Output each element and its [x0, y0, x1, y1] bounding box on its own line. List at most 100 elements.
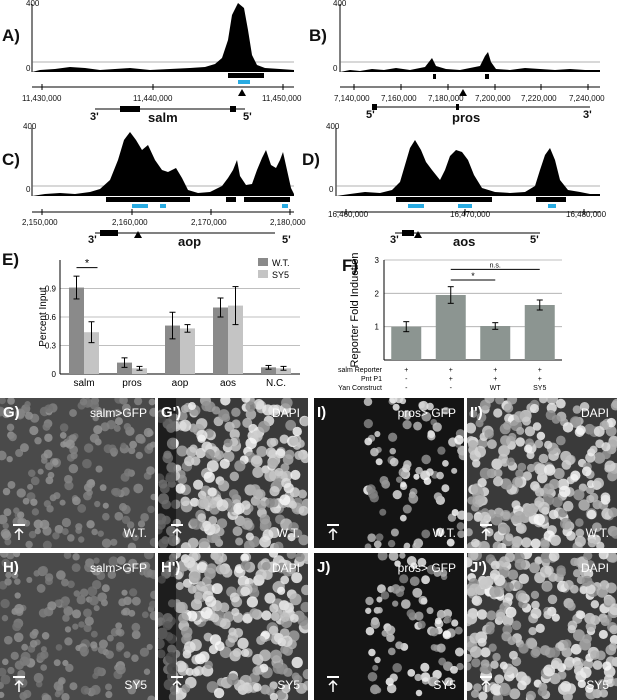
- f-bar: [435, 295, 466, 360]
- e-legend-label: W.T.: [272, 258, 290, 268]
- scale-arrow-icon: [13, 676, 25, 692]
- micrograph-caption: salm>GFP: [89, 561, 147, 575]
- e-bar: [261, 367, 276, 374]
- scale-arrow-icon: [13, 524, 25, 540]
- f-row-cell: -: [405, 376, 408, 383]
- d-right-prime: 5': [530, 234, 539, 246]
- e-ytick-label: 0.3: [45, 342, 57, 351]
- f-sig-ns: n.s.: [490, 262, 501, 269]
- c-right-prime: 5': [282, 234, 291, 246]
- chip-track-c: [31, 128, 294, 238]
- b-tick-1: 7,140,000: [334, 94, 370, 103]
- chip-track-d: [335, 128, 600, 238]
- scale-arrow-icon: [480, 676, 492, 692]
- f-bar: [524, 305, 555, 360]
- micrograph-i2: DAPI W.T.: [467, 398, 617, 548]
- f-ytick-label: 2: [375, 289, 380, 298]
- panel-label-b: B): [309, 26, 327, 45]
- e-bar: [228, 305, 243, 374]
- f-row-cell: +: [493, 376, 497, 383]
- e-category-label: pros: [122, 378, 141, 389]
- micrograph-panel-label: G): [3, 404, 20, 421]
- b-right-prime: 3': [583, 109, 592, 121]
- f-row-cell: +: [493, 367, 497, 374]
- micrograph-texture: [314, 553, 464, 700]
- scale-arrow-icon: [327, 676, 339, 692]
- b-left-prime: 5': [366, 109, 375, 121]
- a-ymax: 400: [26, 0, 40, 8]
- micrograph-texture: [467, 553, 617, 700]
- micrograph-g: salm>GFP W.T.: [0, 398, 155, 548]
- f-row-cell: WT: [490, 385, 502, 392]
- micrograph-caption: DAPI: [271, 561, 300, 575]
- f-row-cell: +: [449, 376, 453, 383]
- panel-label-f: F): [342, 256, 359, 275]
- f-ytick-label: 1: [375, 323, 380, 332]
- micrograph-genotype: SY5: [586, 678, 609, 692]
- b-tick-2: 7,160,000: [381, 94, 417, 103]
- panel-label-e: E): [2, 250, 19, 269]
- scale-arrow-icon: [327, 524, 339, 540]
- e-bar: [117, 362, 132, 374]
- c-gene-name: aop: [178, 234, 202, 249]
- e-category-label: aop: [172, 378, 189, 389]
- micrograph-j2: DAPI SY5: [467, 553, 617, 700]
- micrograph-texture: [158, 553, 308, 700]
- e-ytick-label: 0: [52, 370, 57, 379]
- micrograph-genotype: W.T.: [585, 526, 609, 540]
- micrograph-h: salm>GFP SY5: [0, 553, 155, 700]
- a-tick-1: 11,430,000: [22, 94, 62, 103]
- c-left-prime: 3': [88, 234, 97, 246]
- micrograph-caption: salm>GFP: [89, 406, 147, 420]
- c-tick-3: 2,170,000: [191, 218, 227, 227]
- micrograph-i: pros> GFP W.T.: [314, 398, 464, 548]
- e-bar: [180, 328, 195, 374]
- chart-f: 1 2 3 Reporter Fold Induction * n.s. salm Repo…: [338, 253, 562, 392]
- micrograph-caption: pros> GFP: [397, 406, 456, 420]
- d-ymin: 0: [329, 185, 334, 194]
- micrograph-caption: DAPI: [580, 406, 609, 420]
- micrograph-genotype: W.T.: [276, 526, 300, 540]
- micrograph-texture: [158, 398, 308, 548]
- d-ymax: 400: [326, 122, 340, 131]
- micrograph-caption: DAPI: [271, 406, 300, 420]
- b-gene-name: pros: [452, 110, 481, 125]
- f-ylabel: Reporter Fold Induction: [349, 253, 361, 368]
- e-bar: [165, 325, 180, 374]
- e-ytick-label: 0.9: [45, 285, 57, 294]
- e-sig-star: *: [85, 258, 90, 270]
- b-tick-6: 7,240,000: [569, 94, 605, 103]
- f-row-label: Yan Construct: [338, 385, 382, 392]
- e-bar: [276, 368, 291, 374]
- c-ymax: 400: [23, 122, 37, 131]
- panel-label-d: D): [302, 150, 320, 169]
- e-category-label: salm: [73, 378, 94, 389]
- a-right-prime: 5': [243, 111, 252, 123]
- a-left-prime: 3': [90, 111, 99, 123]
- scale-arrow-icon: [171, 676, 183, 692]
- micrograph-panel-label: H'): [161, 559, 181, 576]
- micrograph-genotype: SY5: [124, 678, 147, 692]
- scale-arrow-icon: [171, 524, 183, 540]
- f-bar: [480, 326, 511, 360]
- e-bar: [132, 368, 147, 374]
- panel-label-c: C): [2, 150, 20, 169]
- a-ymin: 0: [26, 64, 31, 73]
- f-row-cell: +: [538, 367, 542, 374]
- micrograph-texture: [0, 553, 155, 700]
- scale-arrow-icon: [480, 524, 492, 540]
- a-tick-2: 11,440,000: [133, 94, 173, 103]
- f-row-label: Pnt P1: [361, 376, 382, 383]
- micrograph-panel-label: I'): [470, 404, 483, 421]
- c-tick-1: 2,150,000: [22, 218, 58, 227]
- d-left-prime: 3': [390, 234, 399, 246]
- chip-track-b: [339, 4, 600, 110]
- f-row-cell: SY5: [533, 385, 546, 392]
- f-row-cell: +: [404, 367, 408, 374]
- a-tick-3: 11,450,000: [262, 94, 302, 103]
- micrograph-caption: DAPI: [580, 561, 609, 575]
- micrograph-genotype: W.T.: [432, 526, 456, 540]
- micrograph-panel-label: I): [317, 404, 327, 421]
- micrograph-caption: pros> GFP: [397, 561, 456, 575]
